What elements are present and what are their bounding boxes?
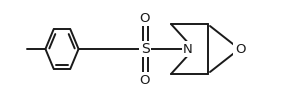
Text: O: O xyxy=(140,11,150,24)
Text: S: S xyxy=(141,42,149,56)
Text: N: N xyxy=(183,43,193,55)
Text: O: O xyxy=(140,74,150,87)
Text: O: O xyxy=(235,43,245,55)
